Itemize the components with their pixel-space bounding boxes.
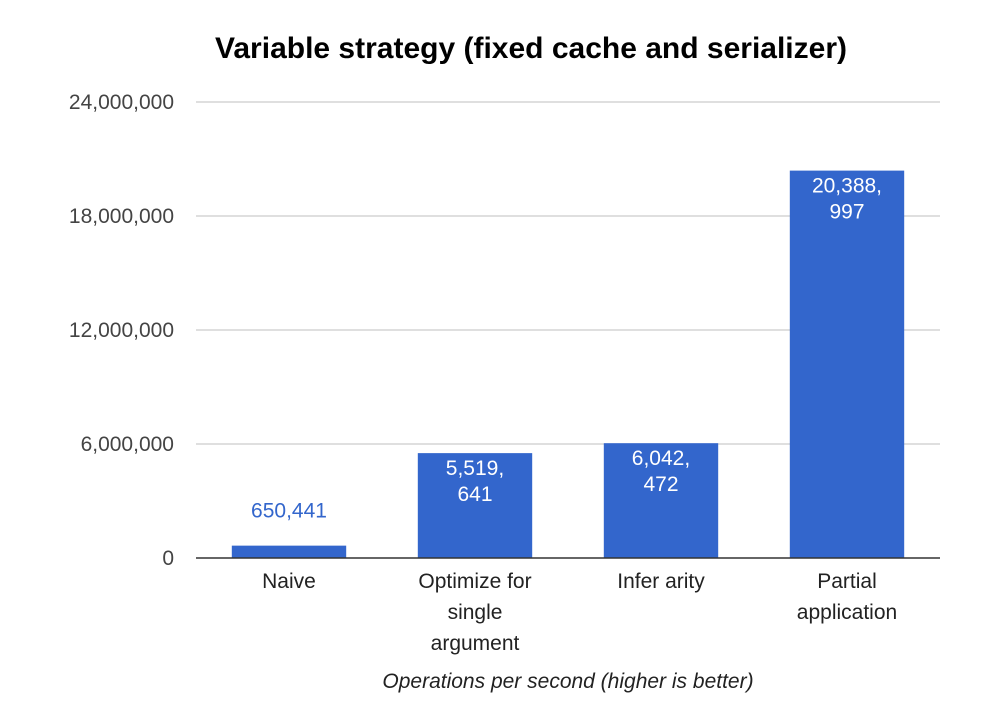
data-label: 20,388, bbox=[812, 175, 882, 198]
data-label: 997 bbox=[829, 201, 864, 224]
bar bbox=[603, 443, 719, 558]
bar bbox=[789, 170, 905, 558]
x-category-label: argument bbox=[431, 632, 520, 655]
x-axis-label: Operations per second (higher is better) bbox=[382, 670, 753, 693]
x-category-label: Partial bbox=[817, 570, 877, 593]
x-category-label: single bbox=[448, 601, 503, 624]
x-category-label: application bbox=[797, 601, 897, 624]
x-axis-categories: Naive Optimize for single argument Infer ari… bbox=[262, 570, 897, 655]
data-label: 472 bbox=[643, 473, 678, 496]
data-label: 641 bbox=[457, 483, 492, 506]
y-tick-label: 18,000,000 bbox=[69, 205, 174, 228]
x-category-label: Infer arity bbox=[617, 570, 705, 593]
data-label: 5,519, bbox=[446, 457, 504, 480]
y-tick-label: 6,000,000 bbox=[81, 433, 174, 456]
chart-title: Variable strategy (fixed cache and seria… bbox=[215, 32, 847, 65]
data-labels: 650,441 5,519, 641 6,042, 472 20,388, 997 bbox=[251, 175, 882, 523]
data-label: 650,441 bbox=[251, 500, 327, 523]
bars bbox=[231, 170, 905, 558]
x-category-label: Naive bbox=[262, 570, 316, 593]
y-tick-label: 12,000,000 bbox=[69, 319, 174, 342]
y-tick-label: 0 bbox=[162, 547, 174, 570]
bar bbox=[231, 545, 347, 558]
y-axis-ticks: 0 6,000,000 12,000,000 18,000,000 24,000,000 bbox=[69, 91, 174, 570]
x-category-label: Optimize for bbox=[418, 570, 531, 593]
bar bbox=[417, 453, 533, 558]
y-tick-label: 24,000,000 bbox=[69, 91, 174, 114]
data-label: 6,042, bbox=[632, 447, 690, 470]
